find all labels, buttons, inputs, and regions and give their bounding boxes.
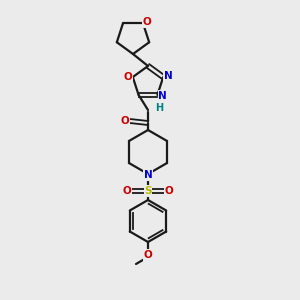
Text: H: H (155, 103, 163, 113)
Text: N: N (158, 91, 167, 101)
Text: O: O (123, 186, 131, 196)
Text: N: N (144, 170, 152, 180)
Text: O: O (144, 250, 152, 260)
Text: O: O (142, 17, 152, 27)
Text: O: O (123, 72, 132, 82)
Text: S: S (144, 186, 152, 196)
Text: N: N (164, 71, 172, 81)
Text: O: O (165, 186, 173, 196)
Text: O: O (121, 116, 129, 126)
